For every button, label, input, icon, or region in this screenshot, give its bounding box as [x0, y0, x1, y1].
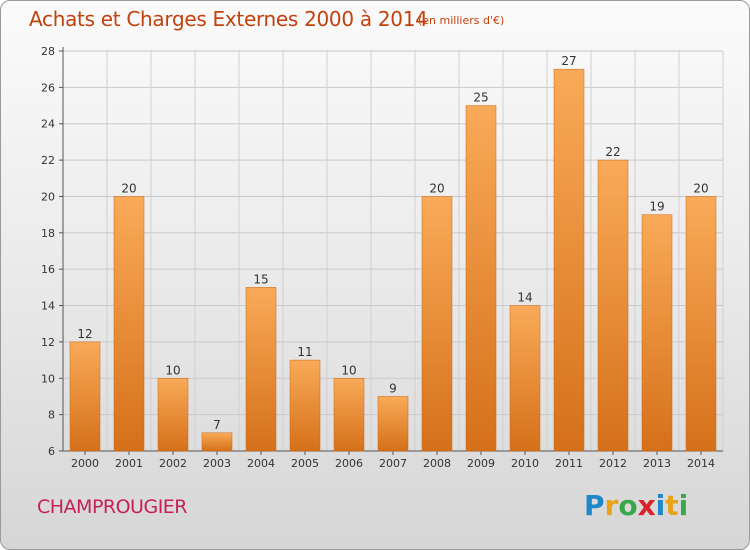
y-tick-label: 14: [41, 300, 55, 313]
bar-value-label: 12: [77, 327, 92, 341]
x-tick-label: 2011: [555, 457, 583, 470]
x-tick-label: 2007: [379, 457, 407, 470]
x-tick-label: 2004: [247, 457, 275, 470]
chart-unit: (en milliers d'€): [418, 14, 505, 27]
y-tick-label: 22: [41, 154, 55, 167]
bar-value-label: 20: [429, 181, 444, 195]
proxiti-logo: Proxiti: [584, 489, 689, 522]
y-tick-label: 6: [48, 445, 55, 458]
bar-value-label: 27: [561, 54, 576, 68]
bar: [69, 341, 101, 452]
x-tick-label: 2009: [467, 457, 495, 470]
bar-value-label: 25: [473, 91, 488, 105]
y-tick-label: 20: [41, 190, 55, 203]
bar: [201, 432, 233, 452]
bar-value-label: 7: [213, 418, 221, 432]
y-tick-label: 26: [41, 81, 55, 94]
bar-value-label: 15: [253, 272, 268, 286]
y-tick-label: 18: [41, 227, 55, 240]
y-tick-label: 24: [41, 118, 55, 131]
bar: [641, 214, 673, 452]
y-tick-label: 16: [41, 263, 55, 276]
x-tick-label: 2012: [599, 457, 627, 470]
x-tick-label: 2001: [115, 457, 143, 470]
x-tick-label: 2000: [71, 457, 99, 470]
x-tick-label: 2002: [159, 457, 187, 470]
bar: [245, 287, 277, 452]
bar-value-label: 20: [693, 181, 708, 195]
bar: [333, 378, 365, 452]
bar: [509, 305, 541, 452]
bar-value-label: 11: [297, 345, 312, 359]
bar: [421, 196, 453, 452]
x-tick-label: 2005: [291, 457, 319, 470]
x-tick-label: 2008: [423, 457, 451, 470]
bars: [69, 68, 717, 452]
bar: [685, 196, 717, 452]
x-tick-label: 2006: [335, 457, 363, 470]
bar: [157, 378, 189, 452]
x-tick-label: 2010: [511, 457, 539, 470]
bar-value-label: 22: [605, 145, 620, 159]
bar-value-label: 14: [517, 291, 532, 305]
y-tick-label: 8: [48, 409, 55, 422]
chart-title: Achats et Charges Externes 2000 à 2014: [29, 7, 428, 31]
bar: [597, 159, 629, 452]
bar: [465, 105, 497, 452]
commune-name: CHAMPROUGIER: [37, 496, 188, 518]
x-tick-label: 2014: [687, 457, 715, 470]
bar: [553, 68, 585, 452]
bar-value-label: 10: [341, 363, 356, 377]
bar-value-label: 20: [121, 181, 136, 195]
bar: [113, 196, 145, 452]
bar-value-label: 10: [165, 363, 180, 377]
bar: [289, 359, 321, 452]
bar: [377, 396, 409, 452]
x-tick-label: 2003: [203, 457, 231, 470]
x-tick-label: 2013: [643, 457, 671, 470]
labels: 6 8 10 12 14 16 18 20 22 24 26 28 12 2000 20 2001 10 2002…: [41, 45, 715, 470]
bar-value-label: 9: [389, 381, 397, 395]
y-tick-label: 28: [41, 45, 55, 58]
y-tick-label: 12: [41, 336, 55, 349]
y-tick-label: 10: [41, 372, 55, 385]
bar-value-label: 19: [649, 200, 664, 214]
